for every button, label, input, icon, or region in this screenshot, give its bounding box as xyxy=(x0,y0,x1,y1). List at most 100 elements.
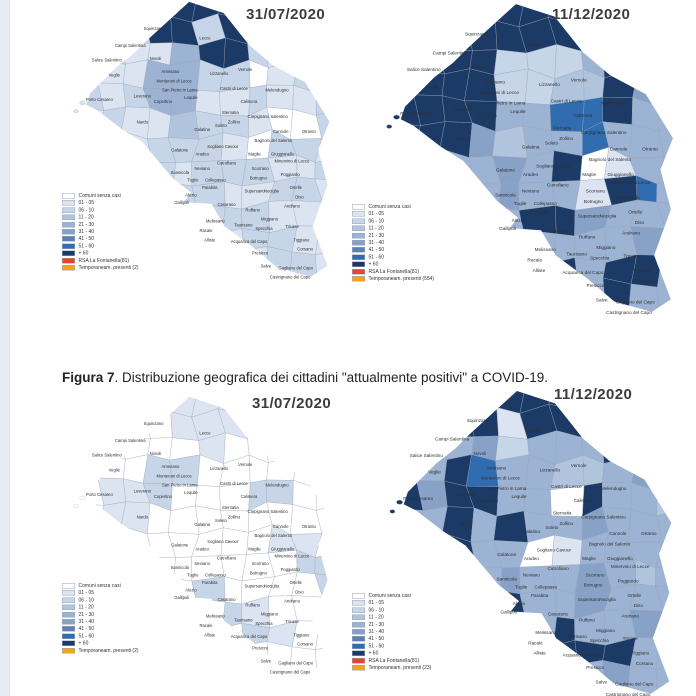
svg-text:Alliste: Alliste xyxy=(533,268,546,273)
svg-text:Soleto: Soleto xyxy=(545,140,559,145)
svg-text:Galatina: Galatina xyxy=(522,145,540,150)
legend-row: 01 - 05 xyxy=(352,600,467,606)
svg-text:Porto Cesareo: Porto Cesareo xyxy=(403,496,433,501)
legend-label: 06 - 10 xyxy=(78,207,95,213)
svg-text:Otranto: Otranto xyxy=(641,531,657,536)
svg-text:Ortelle: Ortelle xyxy=(628,209,642,214)
svg-text:Lizzanello: Lizzanello xyxy=(210,71,229,76)
legend-row: 51 - 60 xyxy=(352,254,467,260)
svg-text:San Pietro in Lama: San Pietro in Lama xyxy=(162,88,198,93)
legend-row: 21 - 30 xyxy=(62,221,177,228)
legend-color-swatch xyxy=(62,611,75,618)
legend-color-swatch xyxy=(352,643,365,649)
legend-color-swatch xyxy=(62,647,75,654)
svg-text:Miggiano: Miggiano xyxy=(596,628,615,633)
svg-text:Tricase: Tricase xyxy=(623,636,638,641)
legend-row: Temporaneam. presenti (2) xyxy=(62,647,177,654)
legend-label: 21 - 30 xyxy=(368,621,385,628)
svg-text:Ortelle: Ortelle xyxy=(290,580,303,585)
legend-label: Temporaneam. presenti (23) xyxy=(368,664,432,671)
svg-text:Melissano: Melissano xyxy=(206,219,226,224)
svg-text:Alezio: Alezio xyxy=(512,218,525,223)
svg-text:Leverano: Leverano xyxy=(454,107,474,112)
svg-text:Salice Salentino: Salice Salentino xyxy=(407,67,441,72)
svg-text:Aradeo: Aradeo xyxy=(195,546,209,551)
offshore-islets xyxy=(386,114,400,129)
legend-row: 06 - 10 xyxy=(352,218,467,224)
map-top-right: Squinzano Campi Salentina Salice Salentino… xyxy=(348,0,696,348)
svg-text:Corsano: Corsano xyxy=(637,279,655,284)
svg-text:Carpignano Salentino: Carpignano Salentino xyxy=(581,515,626,520)
legend-color-swatch xyxy=(62,236,75,242)
svg-text:Racale: Racale xyxy=(528,640,543,645)
svg-text:Sannicola: Sannicola xyxy=(171,565,190,570)
legend-label: 11 - 20 xyxy=(368,614,384,621)
svg-text:Specchia: Specchia xyxy=(590,256,610,261)
svg-text:Ortelle: Ortelle xyxy=(627,593,641,598)
legend-row: + 60 xyxy=(352,650,467,657)
svg-text:Cutrofiano: Cutrofiano xyxy=(547,566,569,571)
legend-label: 01 - 05 xyxy=(368,211,385,217)
legend-color-swatch xyxy=(352,261,365,268)
svg-text:Botrugno: Botrugno xyxy=(250,571,268,576)
legend-color-swatch xyxy=(352,600,365,606)
legend-color-swatch xyxy=(62,590,75,596)
legend-label: 01 - 05 xyxy=(368,600,385,606)
svg-text:Soleto: Soleto xyxy=(215,518,228,523)
svg-text:Novoli: Novoli xyxy=(150,56,162,61)
legend-label: RSA La Fontanella(81) xyxy=(78,257,130,264)
legend-row: 21 - 30 xyxy=(62,611,177,618)
svg-text:Otranto: Otranto xyxy=(302,524,317,529)
choropleth-map-svg: Squinzano Campi Salentina Salice Salentino… xyxy=(73,1,330,280)
svg-text:Castrignano del Capo: Castrignano del Capo xyxy=(270,670,311,675)
legend-row: 41 - 50 xyxy=(352,636,467,642)
choropleth-map-svg: Squinzano Campi Salentina Salice Salentino… xyxy=(389,391,672,696)
svg-text:Galatone: Galatone xyxy=(497,552,516,557)
svg-text:Specchia: Specchia xyxy=(255,226,273,231)
legend-label: 51 - 60 xyxy=(78,633,95,639)
svg-text:Sogliano Cavour: Sogliano Cavour xyxy=(207,539,239,544)
svg-text:Squinzano: Squinzano xyxy=(467,418,489,423)
svg-text:Castrignano del Capo: Castrignano del Capo xyxy=(270,275,311,280)
svg-text:Arnesano: Arnesano xyxy=(161,464,180,469)
svg-text:Cannole: Cannole xyxy=(273,524,289,529)
svg-text:Gagliano del Capo: Gagliano del Capo xyxy=(616,300,655,305)
svg-text:Parabita: Parabita xyxy=(531,593,549,598)
legend-row: 51 - 60 xyxy=(62,243,177,249)
svg-text:Supersano: Supersano xyxy=(244,584,265,589)
svg-text:Monteroni di Lecce: Monteroni di Lecce xyxy=(156,473,192,478)
legend-color-swatch xyxy=(62,228,75,235)
legend-row: 01 - 05 xyxy=(62,590,177,596)
legend-row: 11 - 20 xyxy=(62,214,177,221)
svg-text:Corsano: Corsano xyxy=(636,661,654,666)
svg-text:Miggiano: Miggiano xyxy=(596,245,615,250)
svg-text:Salice Salentino: Salice Salentino xyxy=(410,453,444,458)
svg-text:Scorrano: Scorrano xyxy=(586,572,605,577)
svg-text:Maglie: Maglie xyxy=(582,556,596,561)
svg-text:Acquarica del Capo: Acquarica del Capo xyxy=(231,239,268,244)
legend-color-swatch xyxy=(62,583,75,589)
legend-color-swatch xyxy=(352,268,365,275)
svg-text:Presicce: Presicce xyxy=(586,665,604,670)
svg-text:Otranto: Otranto xyxy=(642,147,658,152)
legend-label: 01 - 05 xyxy=(78,200,95,206)
svg-text:Cannole: Cannole xyxy=(273,129,289,134)
svg-text:Casarano: Casarano xyxy=(217,202,236,207)
svg-text:Supersano: Supersano xyxy=(578,597,601,602)
svg-text:Tiggiano: Tiggiano xyxy=(632,651,650,656)
legend-row: 31 - 40 xyxy=(352,628,467,635)
legend-row: 21 - 30 xyxy=(352,232,467,239)
legend-row: Temporaneam. presenti (554) xyxy=(352,275,467,282)
legend-label: 11 - 20 xyxy=(78,604,94,611)
legend-color-swatch xyxy=(62,207,75,213)
svg-text:Tricase: Tricase xyxy=(623,253,639,258)
legend-label: 31 - 40 xyxy=(368,239,385,246)
svg-text:Sternatia: Sternatia xyxy=(553,126,572,131)
svg-text:Vernole: Vernole xyxy=(571,78,587,83)
svg-text:San Pietro in Lama: San Pietro in Lama xyxy=(487,486,527,491)
legend-row: 41 - 50 xyxy=(352,247,467,253)
svg-text:Gallipoli: Gallipoli xyxy=(500,609,516,614)
svg-text:Veglie: Veglie xyxy=(109,73,121,78)
svg-text:Leverano: Leverano xyxy=(134,488,152,493)
svg-text:Salve: Salve xyxy=(261,263,272,268)
